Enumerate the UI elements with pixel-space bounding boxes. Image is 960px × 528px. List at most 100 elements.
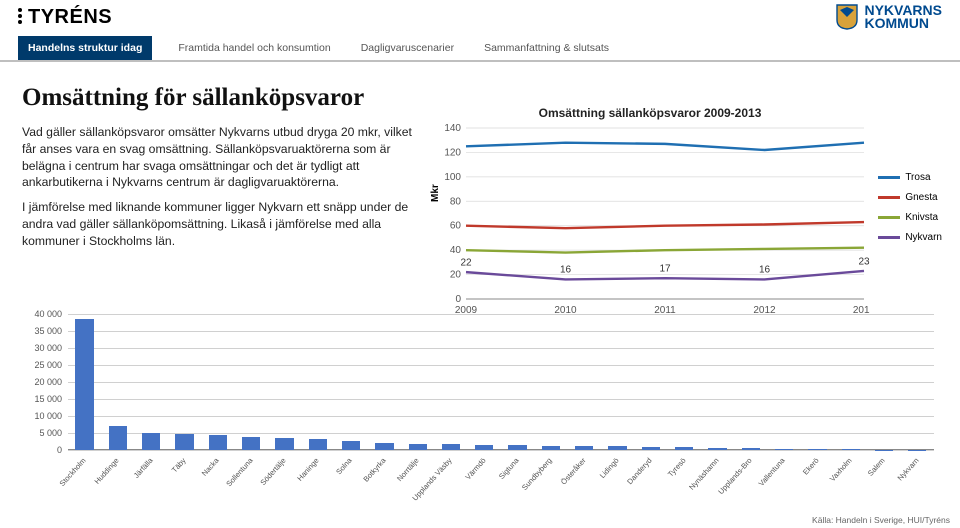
tab[interactable]: Handelns struktur idag	[18, 36, 152, 60]
bar	[75, 319, 93, 450]
x-tick-label: Värmdö	[463, 456, 487, 482]
x-tick-label: Nynäshamn	[687, 456, 720, 492]
x-tick-label: Solna	[335, 456, 355, 476]
legend-label: Trosa	[905, 172, 930, 183]
x-tick-label: Norrtälje	[395, 456, 421, 483]
x-tick-label: Ekerö	[801, 456, 821, 477]
paragraph: Vad gäller sällanköpsvaror omsätter Nykv…	[22, 124, 422, 191]
legend-item: Trosa	[878, 172, 942, 183]
line-chart-ylabel: Mkr	[430, 184, 441, 202]
bar	[675, 447, 693, 450]
tab[interactable]: Sammanfattning & slutsats	[480, 36, 613, 60]
bar	[442, 444, 460, 450]
bar	[375, 443, 393, 450]
legend-label: Nykvarn	[905, 232, 942, 243]
bar	[142, 433, 160, 450]
bar	[608, 446, 626, 450]
x-tick-label: Huddinge	[93, 456, 121, 486]
svg-text:100: 100	[444, 172, 461, 183]
y-tick-label: 15 000	[22, 394, 62, 404]
bar	[175, 434, 193, 450]
x-tick-label: Södertälje	[258, 456, 287, 487]
bar	[842, 449, 860, 450]
svg-text:40: 40	[450, 245, 462, 256]
x-tick-label: Stockholm	[58, 456, 88, 488]
paragraph: I jämförelse med liknande kommuner ligge…	[22, 199, 422, 249]
y-tick-label: 5 000	[22, 428, 62, 438]
x-tick-label: Sigtuna	[497, 456, 521, 481]
data-label: 17	[659, 264, 670, 275]
bar	[808, 449, 826, 450]
tab[interactable]: Dagligvaruscenarier	[357, 36, 458, 60]
bar	[109, 426, 127, 450]
nav-tabs: Handelns struktur idag Framtida handel oc…	[0, 36, 960, 62]
svg-text:60: 60	[450, 221, 462, 232]
source-text: Källa: Handeln i Sverige, HUI/Tyréns	[812, 515, 950, 525]
legend-label: Knivsta	[905, 212, 938, 223]
y-tick-label: 20 000	[22, 377, 62, 387]
legend-item: Knivsta	[878, 212, 942, 223]
crest-icon	[836, 4, 858, 30]
x-tick-label: Haninge	[295, 456, 320, 483]
x-tick-label: Sundbyberg	[520, 456, 554, 492]
x-tick-label: Tyresö	[665, 456, 687, 479]
bar	[409, 444, 427, 450]
legend-swatch	[878, 216, 900, 219]
x-tick-label: Österåker	[559, 456, 588, 486]
x-tick-label: Järfälla	[131, 456, 154, 480]
svg-text:80: 80	[450, 196, 462, 207]
data-label: 23	[858, 256, 869, 267]
bar	[775, 449, 793, 450]
bar	[708, 448, 726, 450]
bar	[642, 447, 660, 450]
legend-label: Gnesta	[905, 192, 937, 203]
x-tick-label: Upplands-Bro	[716, 456, 753, 496]
nykvarn-logo-line2: KOMMUN	[864, 17, 942, 30]
svg-text:0: 0	[455, 294, 461, 305]
bar	[542, 446, 560, 450]
bar	[508, 445, 526, 450]
x-tick-label: Salem	[866, 456, 887, 478]
x-tick-label: Vallentuna	[757, 456, 787, 488]
svg-text:20: 20	[450, 270, 462, 281]
legend-swatch	[878, 176, 900, 179]
x-tick-label: Vaxholm	[828, 456, 854, 483]
data-label: 22	[460, 258, 471, 269]
x-tick-label: Nacka	[200, 456, 221, 478]
y-tick-label: 0	[22, 445, 62, 455]
y-tick-label: 35 000	[22, 326, 62, 336]
legend-swatch	[878, 236, 900, 239]
bar	[342, 441, 360, 450]
x-tick-label: Sollentuna	[224, 456, 254, 488]
bar	[209, 435, 227, 450]
y-tick-label: 30 000	[22, 343, 62, 353]
svg-text:120: 120	[444, 147, 461, 158]
line-chart-legend: Trosa Gnesta Knivsta Nykvarn	[878, 172, 942, 252]
body-text: Vad gäller sällanköpsvaror omsätter Nykv…	[22, 124, 422, 319]
bar	[575, 446, 593, 450]
tyrens-logo: TYRÉNS	[18, 6, 112, 29]
legend-swatch	[878, 196, 900, 199]
y-tick-label: 25 000	[22, 360, 62, 370]
bar	[275, 438, 293, 450]
x-tick-label: Nykvarn	[895, 456, 920, 482]
x-tick-label: Lidingö	[598, 456, 621, 480]
bar	[742, 448, 760, 450]
svg-text:140: 140	[444, 124, 461, 134]
data-label: 16	[759, 265, 770, 276]
line-chart: Omsättning sällanköpsvaror 2009-2013 020…	[432, 124, 938, 319]
tab[interactable]: Framtida handel och konsumtion	[174, 36, 334, 60]
line-chart-title: Omsättning sällanköpsvaror 2009-2013	[432, 106, 868, 120]
legend-item: Gnesta	[878, 192, 942, 203]
bar	[242, 437, 260, 450]
tyrens-logo-text: TYRÉNS	[28, 6, 112, 29]
legend-item: Nykvarn	[878, 232, 942, 243]
x-tick-label: Täby	[170, 456, 188, 474]
nykvarn-logo: NYKVARNS KOMMUN	[836, 4, 942, 31]
bar-chart: 0 5 000 10 000 15 000 20 000 25 000 30 000 35 0…	[22, 308, 938, 496]
x-tick-label: Botkyrka	[361, 456, 387, 484]
y-tick-label: 10 000	[22, 411, 62, 421]
bar	[309, 439, 327, 450]
bar	[475, 445, 493, 450]
data-label: 16	[560, 265, 571, 276]
